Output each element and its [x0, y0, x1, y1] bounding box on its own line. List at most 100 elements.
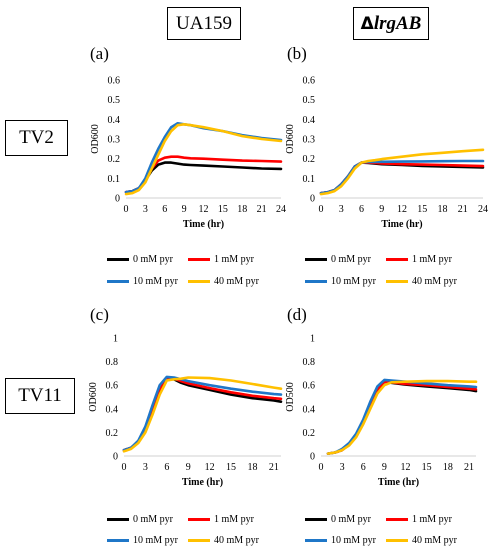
- legend-item: 0 mM pyr: [305, 254, 371, 265]
- panel-label-d: (d): [287, 305, 307, 324]
- series-line-10-mm-pyr: [124, 122, 283, 194]
- x-axis-label: Time (hr): [182, 477, 223, 488]
- x-tick-label: 0: [122, 462, 127, 473]
- legend-item: 1 mM pyr: [386, 254, 452, 265]
- legend-swatch-0: [107, 518, 129, 521]
- legend-label: 1 mM pyr: [214, 254, 254, 265]
- legend-label: 40 mM pyr: [214, 276, 259, 287]
- legend-swatch-0: [107, 258, 129, 261]
- y-tick-label: 0.8: [106, 357, 119, 368]
- series-line-1-mm-pyr: [319, 161, 485, 195]
- gene-name: lrgAB: [373, 12, 422, 34]
- x-axis-label: Time (hr): [381, 219, 422, 230]
- y-tick-label: 0.1: [303, 174, 316, 185]
- legend-label: 10 mM pyr: [331, 535, 376, 546]
- column-header-ua159: UA159: [167, 7, 241, 40]
- y-tick-label: 0.1: [108, 174, 121, 185]
- legend-item: 10 mM pyr: [107, 535, 178, 546]
- y-tick-label: 0.6: [303, 76, 316, 87]
- x-tick-label: 0: [124, 204, 129, 215]
- x-tick-label: 6: [164, 462, 169, 473]
- legend-swatch-1: [386, 258, 408, 261]
- y-tick-label: 0.6: [106, 381, 119, 392]
- y-tick-label: 1: [310, 334, 315, 345]
- y-axis-label: OD600: [285, 124, 296, 153]
- legend-swatch-3: [386, 280, 408, 283]
- x-tick-label: 9: [182, 204, 187, 215]
- legend-label: 40 mM pyr: [214, 535, 259, 546]
- series-line-40-mm-pyr: [122, 376, 283, 453]
- y-tick-label: 0.5: [108, 95, 121, 106]
- series-line-10-mm-pyr: [122, 375, 283, 452]
- series-line-40-mm-pyr: [124, 123, 283, 196]
- x-axis-label: Time (hr): [183, 219, 224, 230]
- y-tick-label: 0: [115, 194, 120, 205]
- legend-swatch-1: [386, 518, 408, 521]
- x-tick-label: 0: [319, 462, 324, 473]
- y-tick-label: 0.4: [106, 404, 119, 415]
- x-axis-label: Time (hr): [378, 477, 419, 488]
- y-tick-label: 0: [310, 194, 315, 205]
- delta-symbol: Δ: [360, 13, 374, 34]
- y-tick-label: 0.2: [106, 428, 119, 439]
- legend-label: 40 mM pyr: [412, 276, 457, 287]
- y-tick-label: 0.2: [108, 154, 121, 165]
- x-tick-label: 9: [379, 204, 384, 215]
- x-tick-label: 15: [417, 204, 427, 215]
- x-tick-label: 21: [269, 462, 279, 473]
- legend-swatch-3: [188, 280, 210, 283]
- y-tick-label: 0.8: [303, 357, 316, 368]
- x-tick-label: 21: [257, 204, 267, 215]
- y-tick-label: 0.3: [108, 135, 121, 146]
- x-tick-label: 24: [276, 204, 286, 215]
- y-tick-label: 0: [113, 452, 118, 463]
- legend-item: 10 mM pyr: [107, 276, 178, 287]
- series-line-0-mm-pyr: [326, 380, 478, 455]
- x-tick-label: 18: [247, 462, 257, 473]
- x-tick-label: 15: [218, 204, 228, 215]
- y-tick-label: 0.3: [303, 135, 316, 146]
- x-tick-label: 18: [237, 204, 247, 215]
- legend-item: 0 mM pyr: [305, 514, 371, 525]
- legend-swatch-2: [305, 280, 327, 283]
- legend-item: 10 mM pyr: [305, 535, 376, 546]
- x-tick-label: 18: [443, 462, 453, 473]
- y-axis-label: OD600: [90, 124, 101, 153]
- legend-swatch-1: [188, 258, 210, 261]
- legend-label: 1 mM pyr: [214, 514, 254, 525]
- series-line-10-mm-pyr: [326, 378, 478, 455]
- legend-item: 10 mM pyr: [305, 276, 376, 287]
- y-tick-label: 0.6: [108, 76, 121, 87]
- x-tick-label: 9: [382, 462, 387, 473]
- legend-swatch-3: [188, 539, 210, 542]
- x-tick-label: 12: [199, 204, 209, 215]
- panel-label-c: (c): [90, 305, 109, 324]
- series-line-1-mm-pyr: [124, 155, 283, 194]
- row-header-tv11: TV11: [5, 378, 75, 414]
- legend-item: 1 mM pyr: [188, 514, 254, 525]
- legend-label: 0 mM pyr: [133, 254, 173, 265]
- legend-item: 40 mM pyr: [188, 276, 259, 287]
- row-header-tv2-text: TV2: [19, 127, 54, 148]
- legend-item: 40 mM pyr: [188, 535, 259, 546]
- panel-label-a: (a): [90, 44, 109, 63]
- legend-item: 0 mM pyr: [107, 254, 173, 265]
- x-tick-label: 21: [458, 204, 468, 215]
- series-line-1-mm-pyr: [326, 380, 478, 455]
- x-tick-label: 3: [143, 462, 148, 473]
- x-tick-label: 0: [319, 204, 324, 215]
- y-axis-label: OD600: [88, 382, 99, 411]
- x-tick-label: 6: [162, 204, 167, 215]
- y-axis-label: OD500: [285, 382, 296, 411]
- y-tick-label: 0.4: [108, 115, 121, 126]
- x-tick-label: 18: [438, 204, 448, 215]
- legend-item: 1 mM pyr: [188, 254, 254, 265]
- legend-label: 1 mM pyr: [412, 254, 452, 265]
- legend-swatch-0: [305, 518, 327, 521]
- y-tick-label: 0.5: [303, 95, 316, 106]
- x-tick-label: 9: [186, 462, 191, 473]
